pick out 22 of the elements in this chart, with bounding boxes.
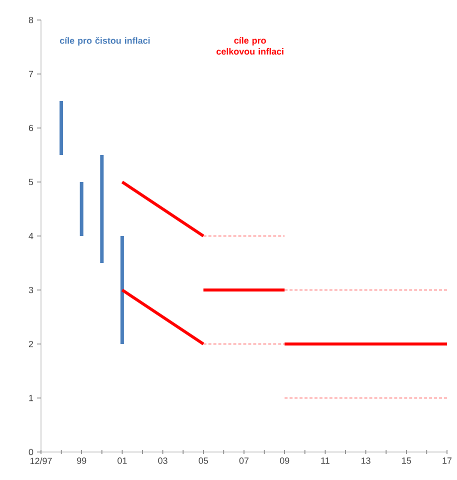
y-tick-label: 2 xyxy=(28,340,34,348)
x-tick-label: 05 xyxy=(198,458,208,464)
x-tick-label: 07 xyxy=(239,458,249,464)
x-tick-label: 99 xyxy=(77,458,86,464)
y-tick-label: 5 xyxy=(28,178,34,186)
x-tick-label: 09 xyxy=(280,458,290,464)
annotation: cíle pro čistou inflaci xyxy=(60,37,150,46)
y-tick-label: 0 xyxy=(28,448,34,456)
x-tick-label: 12/97 xyxy=(30,458,52,464)
annotation: cíle pro celkovou inflaci xyxy=(216,37,284,55)
x-tick-label: 13 xyxy=(362,458,370,464)
x-tick-label: 01 xyxy=(118,458,127,464)
y-tick-label: 6 xyxy=(28,124,34,132)
x-tick-label: 11 xyxy=(321,458,330,464)
y-tick-label: 7 xyxy=(28,70,34,78)
x-tick-label: 15 xyxy=(402,458,412,464)
y-tick-label: 1 xyxy=(29,394,34,402)
x-tick-label: 17 xyxy=(442,458,452,464)
y-tick-label: 3 xyxy=(28,286,34,294)
x-tick-label: 03 xyxy=(158,458,168,464)
y-tick-label: 8 xyxy=(28,16,34,24)
y-tick-label: 4 xyxy=(28,232,34,240)
